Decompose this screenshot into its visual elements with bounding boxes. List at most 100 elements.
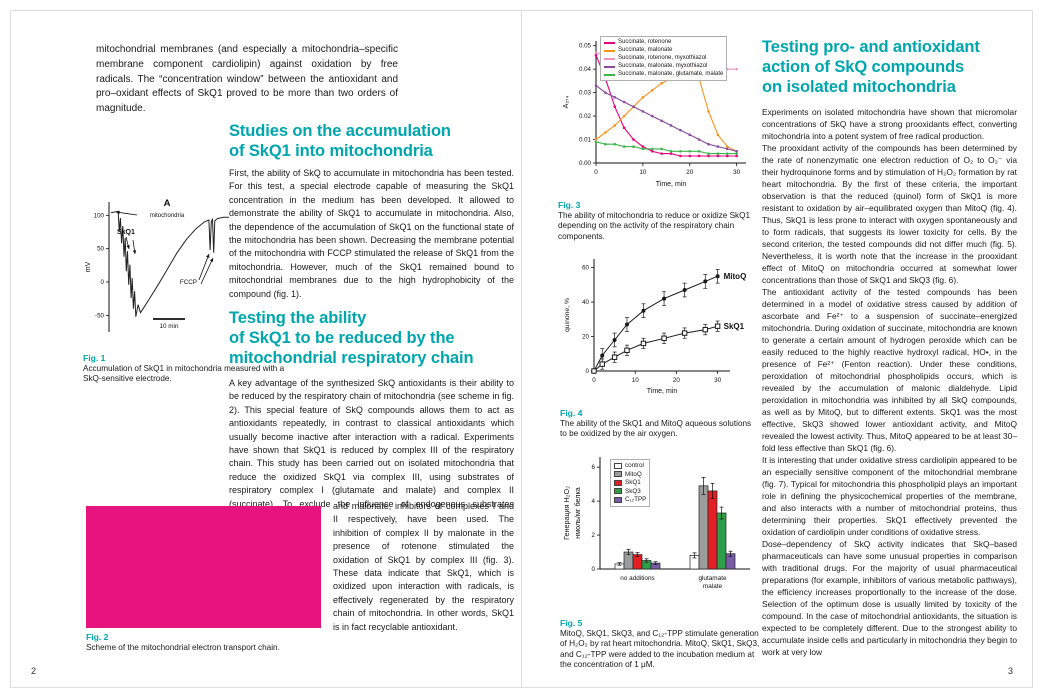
svg-text:Time, min: Time, min [656, 181, 687, 188]
legend-label: MitoQ [625, 470, 642, 478]
legend-item: SkQ1 [614, 479, 646, 487]
legend-swatch [604, 65, 615, 68]
legend-swatch [614, 471, 622, 478]
svg-text:no additions: no additions [620, 575, 654, 582]
legend-swatch [614, 479, 622, 486]
fig1-figcaption: Fig. 1 Accumulation of SkQ1 in mitochond… [83, 353, 295, 385]
fig3-legend: Succinate, rotenone Succinate, malonate Su… [600, 36, 728, 81]
svg-text:10: 10 [632, 377, 640, 384]
svg-text:4: 4 [592, 498, 596, 505]
legend-label: Succinate, rotenone, myxothiazol [618, 55, 707, 61]
series-Succinate, malonate, myxothiazol [594, 84, 738, 153]
fig1-caption: Accumulation of SkQ1 in mitochondria mea… [83, 364, 285, 384]
series-SkQ1: SkQ1 [591, 320, 745, 374]
figure-2: Fig. 2 Scheme of the mitochondrial elect… [86, 506, 321, 653]
fig5-label: Fig. 5 [560, 618, 583, 628]
svg-text:FCCP: FCCP [180, 279, 197, 286]
legend-swatch [604, 41, 615, 44]
paragraph: Experiments on isolated mitochondria hav… [762, 107, 1017, 141]
legend-item: MitoQ [614, 471, 646, 479]
pro-antioxidant-body: Experiments on isolated mitochondria hav… [762, 106, 1017, 672]
legend-swatch [614, 496, 622, 503]
svg-text:glutamate: glutamate [698, 575, 727, 582]
section-body-reduction-b: and malonate, inhibitors of complexes I … [333, 501, 514, 632]
legend-item: Succinate, rotenone [604, 39, 723, 46]
fig2-figcaption: Fig. 2 Scheme of the mitochondrial elect… [86, 632, 321, 653]
svg-text:0.01: 0.01 [579, 137, 592, 144]
section-body-accumulation: First, the ability of SkQ to accumulate … [229, 168, 514, 299]
fig5-figcaption: Fig. 5 MitoQ, SkQ1, SkQ3, and C₁₂-TPP st… [560, 618, 760, 671]
legend-label: Succinate, rotenone [618, 39, 672, 45]
svg-text:0.05: 0.05 [579, 43, 592, 50]
section-title-reduction: Testing the ability of SkQ1 to be reduce… [229, 309, 474, 367]
series-Succinate, rotenone [594, 53, 738, 158]
paragraph: It is interesting that under oxidative s… [762, 455, 1017, 537]
figure-5: 0 2 4 6 Генерация H₂O₂ нмоль/мг белка no addit… [560, 447, 760, 671]
svg-text:20: 20 [673, 377, 681, 384]
svg-text:50: 50 [97, 246, 104, 253]
svg-text:quinone, %: quinone, % [564, 298, 571, 332]
legend-swatch [604, 49, 615, 52]
figure-3: 0 10 20 30 0.00 0.01 0.02 0.03 0.04 0.05 Time, min… [558, 33, 758, 242]
svg-text:MitoQ: MitoQ [724, 272, 747, 281]
legend-label: Succinate, malonate, myxothiazol [618, 63, 708, 69]
fig2-label: Fig. 2 [86, 632, 109, 642]
svg-text:-50: -50 [95, 312, 105, 319]
section-body-reduction-a: A key advantage of the synthesized SkQ a… [229, 378, 514, 522]
series-MitoQ: MitoQ [592, 268, 747, 373]
bar-SkQ3 [716, 512, 727, 570]
page-right: 0 10 20 30 0.00 0.01 0.02 0.03 0.04 0.05 Time, min… [521, 10, 1033, 688]
svg-text:0.04: 0.04 [579, 66, 592, 73]
section-title-pro-antioxidant: Testing pro- and antioxidant action of S… [762, 38, 980, 96]
svg-text:2: 2 [592, 532, 596, 539]
legend-item: Succinate, malonate, myxothiazol [604, 63, 723, 70]
fig3-label: Fig. 3 [558, 200, 581, 210]
legend-item: control [614, 462, 646, 470]
svg-text:6: 6 [592, 464, 596, 471]
legend-swatch [604, 57, 615, 60]
legend-item: Succinate, malonate [604, 47, 723, 54]
fig3-line-chart: 0 10 20 30 0.00 0.01 0.02 0.03 0.04 0.05 Time, min… [558, 33, 758, 196]
section-title-accumulation: Studies on the accumulation of SkQ1 into… [229, 122, 451, 160]
fig5-legend: control MitoQ SkQ1 SkQ3 C₁₂TPP [610, 459, 651, 507]
svg-text:Time, min: Time, min [647, 388, 678, 395]
page-left: mitochondrial membranes (and especially … [10, 10, 522, 688]
fig1-label: Fig. 1 [83, 353, 106, 363]
legend-label: control [625, 462, 644, 469]
bar-SkQ1 [707, 490, 718, 570]
svg-text:malate: malate [703, 583, 723, 590]
legend-label: Succinate, malonate, glutamate, malate [618, 71, 724, 77]
legend-swatch [614, 488, 622, 495]
svg-text:0: 0 [586, 368, 590, 375]
svg-text:mitochondria: mitochondria [150, 213, 185, 219]
svg-text:SkQ1: SkQ1 [117, 229, 135, 236]
svg-text:Генерация H₂O₂: Генерация H₂O₂ [562, 486, 571, 540]
fig4-figcaption: Fig. 4 The ability of the SkQ1 and MitoQ… [560, 408, 760, 440]
fig5-bar-chart: 0 2 4 6 Генерация H₂O₂ нмоль/мг белка no addit… [560, 447, 760, 614]
fig3-figcaption: Fig. 3 The ability of mitochondria to re… [558, 200, 758, 242]
svg-text:A₂₇₄: A₂₇₄ [563, 96, 570, 109]
figure-4: 0 10 20 30 0 20 40 60 Time, min quinone, % MitoQ Sk… [560, 249, 760, 440]
page-number-left: 2 [31, 666, 37, 676]
paragraph: Dose–dependency of SkQ activity indicate… [762, 539, 1017, 657]
legend-item: C₁₂TPP [614, 496, 646, 504]
svg-text:100: 100 [94, 212, 105, 219]
svg-text:0: 0 [592, 566, 596, 573]
paragraph: The prooxidant activity of the compounds… [762, 143, 1017, 285]
svg-text:нмоль/мг белка: нмоль/мг белка [573, 487, 582, 539]
svg-text:0: 0 [101, 279, 105, 286]
legend-item: SkQ3 [614, 488, 646, 496]
svg-text:0.00: 0.00 [579, 160, 592, 167]
fig4-label: Fig. 4 [560, 408, 583, 418]
paragraph: The antioxidant activity of the tested c… [762, 287, 1017, 453]
svg-text:30: 30 [714, 377, 722, 384]
svg-text:10: 10 [639, 169, 647, 176]
fig5-caption: MitoQ, SkQ1, SkQ3, and C₁₂-TPP stimulate… [560, 629, 760, 670]
svg-text:10 min: 10 min [160, 323, 179, 330]
svg-text:30: 30 [733, 169, 741, 176]
svg-text:0.02: 0.02 [579, 113, 592, 120]
